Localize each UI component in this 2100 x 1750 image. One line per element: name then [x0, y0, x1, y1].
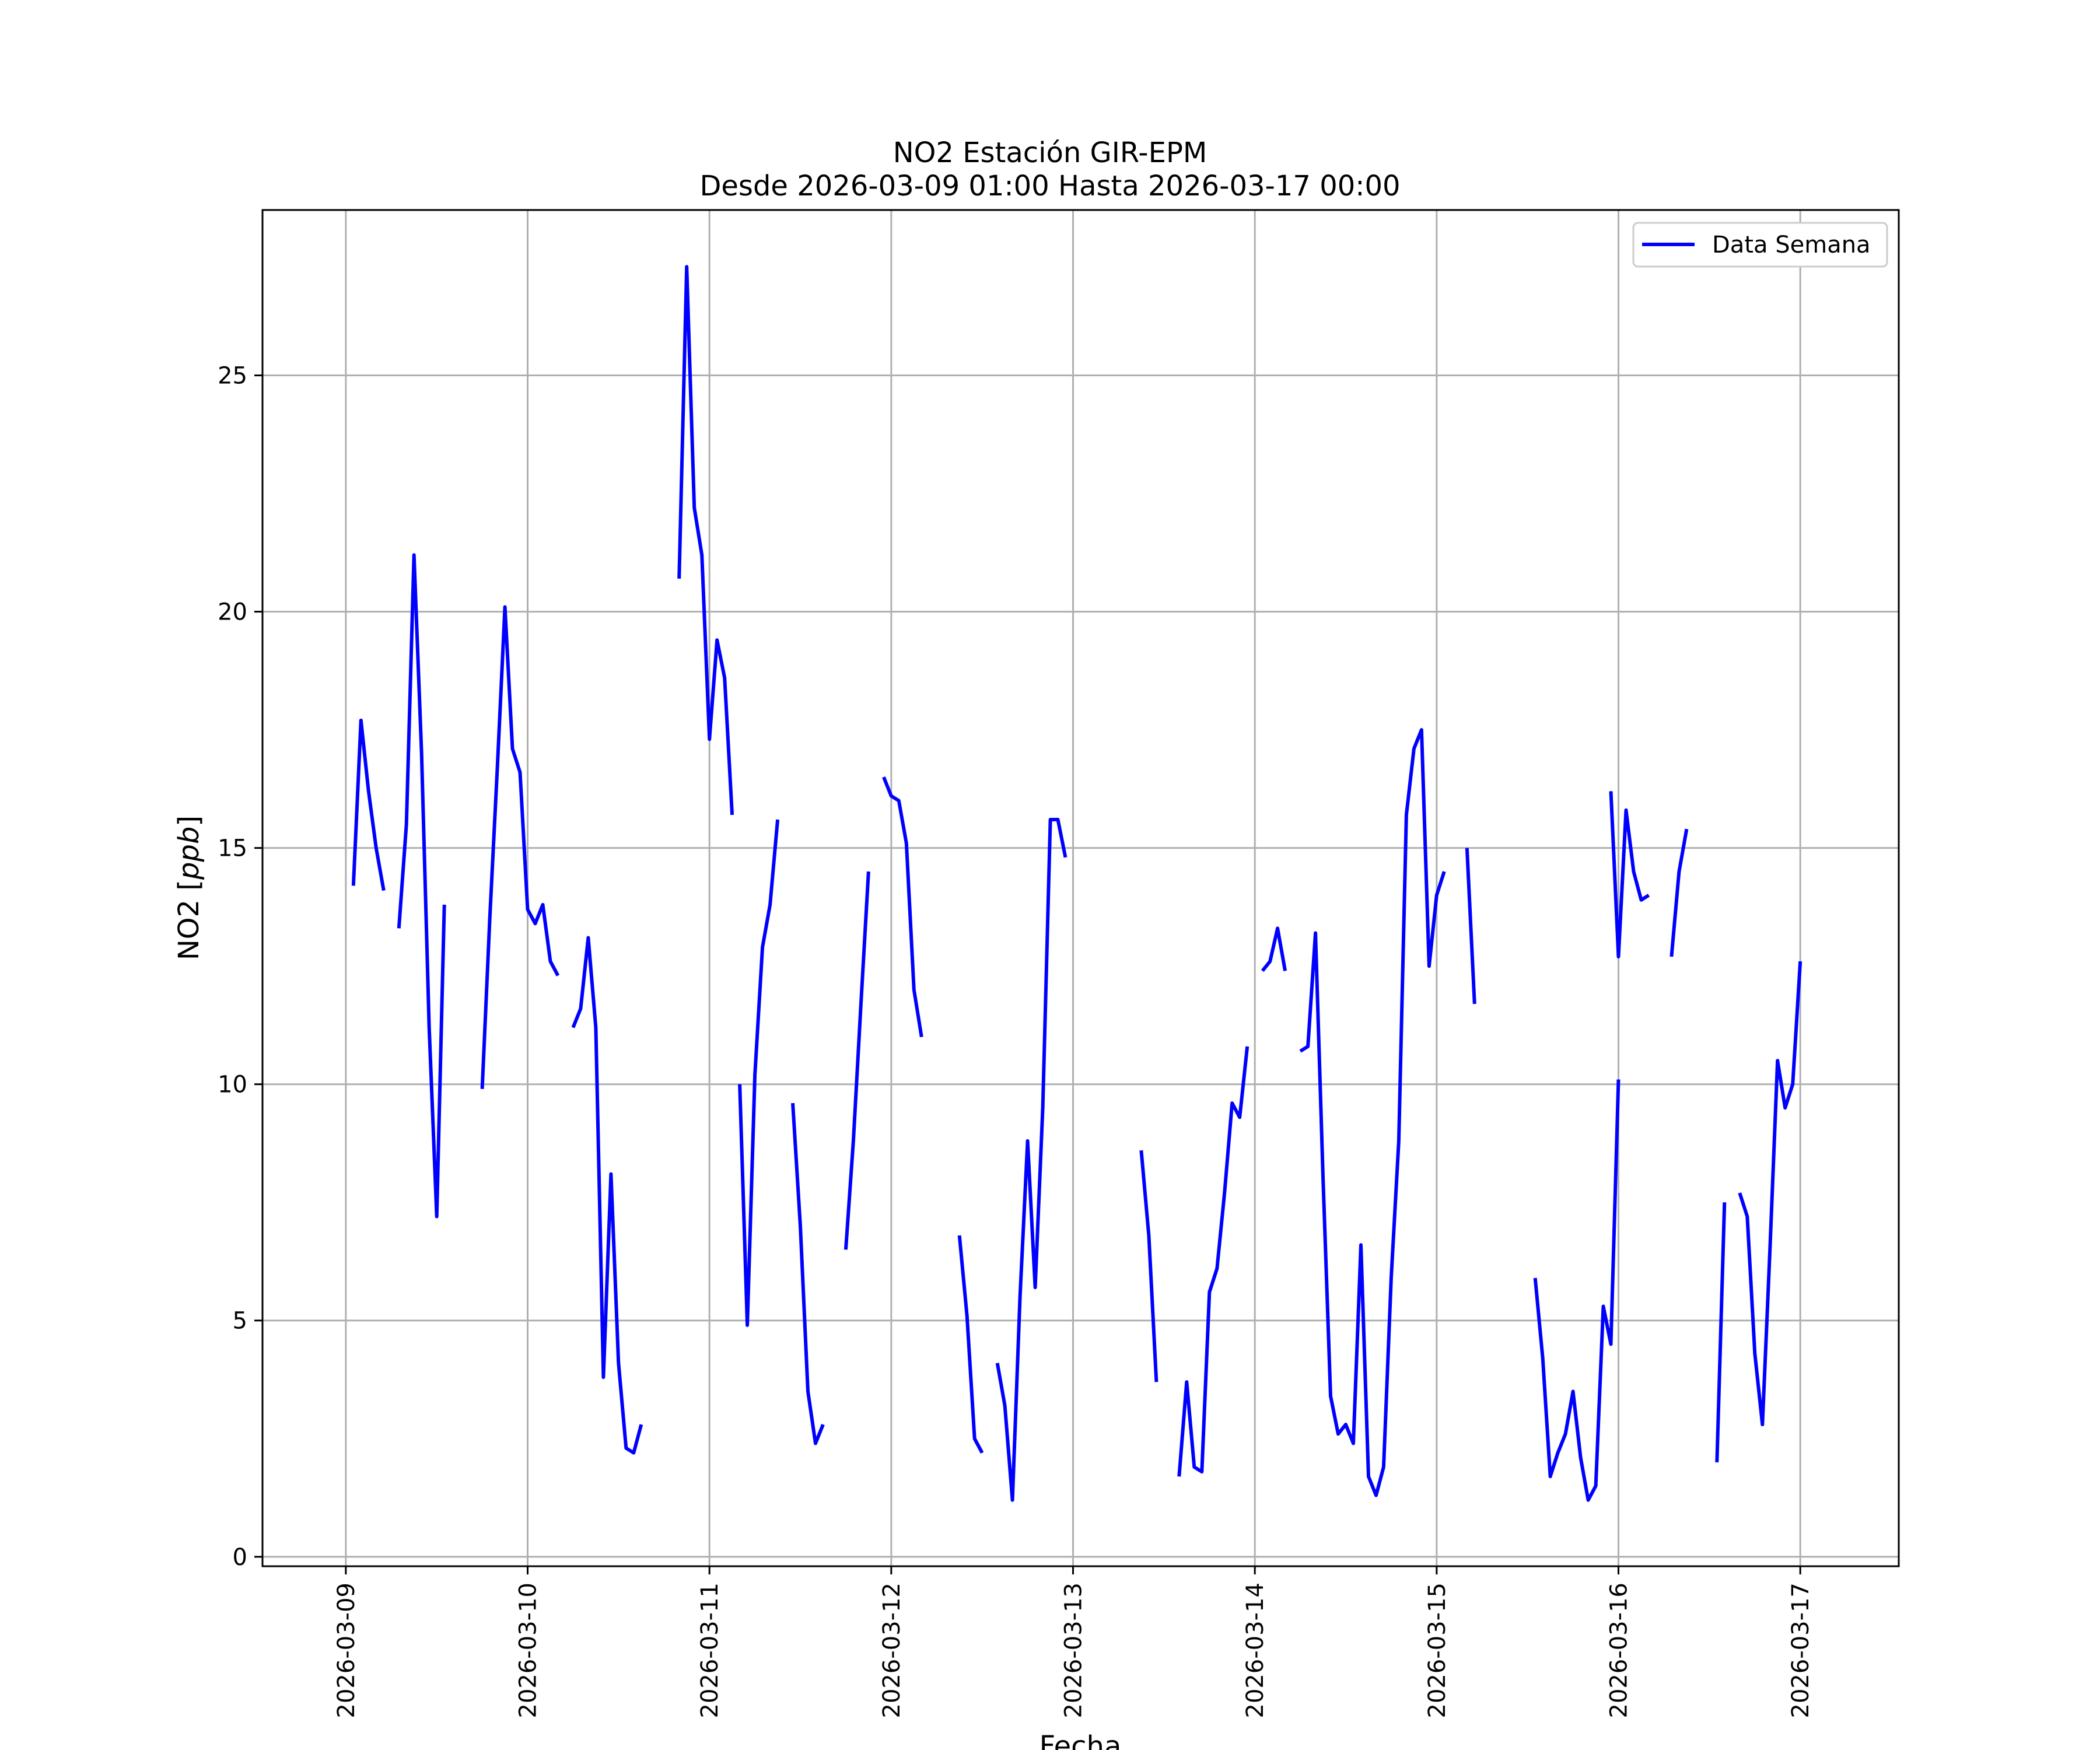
series-0-segment-14 [1299, 728, 1446, 1497]
series-0-segment-4 [677, 265, 734, 816]
legend: Data Semana [1632, 222, 1888, 268]
axis-ticks: 2026-03-09 2026-03-10 2026-03-11 2026-03-12… [218, 363, 1814, 1718]
x-tick-label-1: 2026-03-10 [515, 1583, 542, 1718]
series-0-segment-19 [1715, 1202, 1727, 1462]
x-tick-label-0: 2026-03-09 [333, 1583, 360, 1718]
y-axis-label-main: NO2 [ [173, 880, 205, 960]
y-axis-label-close: ] [173, 816, 205, 827]
series-0-segment-12 [1177, 1046, 1250, 1477]
x-tick-label-2: 2026-03-11 [696, 1583, 723, 1718]
series-0-segment-20 [1738, 961, 1803, 1426]
series-0-segment-15 [1465, 848, 1476, 1005]
series-0-segment-18 [1670, 828, 1689, 957]
series-0-segment-6 [791, 1102, 825, 1446]
grid-lines [262, 210, 1899, 1566]
y-tick-label-0: 0 [233, 1544, 247, 1571]
series-0-segment-17 [1609, 791, 1650, 958]
x-tick-label-5: 2026-03-14 [1242, 1583, 1269, 1718]
series-0-segment-8 [882, 776, 923, 1038]
series-0-segment-11 [1139, 1150, 1158, 1382]
legend-label: Data Semana [1712, 232, 1871, 258]
series-0-segment-16 [1533, 1079, 1620, 1502]
legend-box [1632, 222, 1888, 268]
y-axis-label-unit: ppb [173, 827, 205, 880]
x-axis-label: Fecha [1040, 1730, 1122, 1750]
series-0-segment-3 [571, 936, 643, 1455]
plot-frame [261, 209, 1900, 1567]
y-tick-label-3: 15 [218, 835, 247, 862]
y-axis-label: NO2 [ppb] [173, 816, 205, 960]
x-tick-label-7: 2026-03-16 [1606, 1583, 1633, 1718]
x-tick-label-3: 2026-03-12 [878, 1583, 905, 1718]
data-series [351, 265, 1803, 1502]
y-tick-label-2: 10 [218, 1072, 247, 1098]
series-0-segment-0 [351, 718, 386, 891]
series-0-segment-9 [957, 1235, 984, 1454]
series-0-segment-1 [397, 553, 446, 1219]
series-0-segment-10 [995, 818, 1068, 1502]
series-0-segment-7 [844, 871, 870, 1250]
y-tick-label-4: 20 [218, 599, 247, 626]
y-tick-label-1: 5 [233, 1308, 247, 1335]
chart-subtitle: Desde 2026-03-09 01:00 Hasta 2026-03-17 … [699, 170, 1400, 202]
x-tick-label-8: 2026-03-17 [1787, 1583, 1814, 1718]
y-tick-label-5: 25 [218, 363, 247, 390]
chart-title: NO2 Estación GIR-EPM [893, 136, 1208, 169]
series-0-segment-2 [480, 605, 560, 1089]
x-tick-label-6: 2026-03-15 [1424, 1583, 1451, 1718]
series-0-segment-5 [738, 819, 780, 1327]
x-tick-label-4: 2026-03-13 [1060, 1583, 1087, 1718]
series-0-segment-13 [1261, 926, 1287, 972]
